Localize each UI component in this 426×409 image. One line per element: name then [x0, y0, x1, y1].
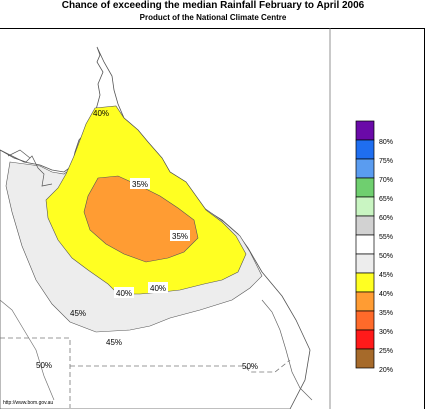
- legend-swatch: [355, 272, 375, 293]
- legend-swatch: [355, 177, 375, 198]
- legend-swatch: [355, 329, 375, 350]
- legend-label: 80%: [379, 139, 393, 146]
- legend-label: 25%: [379, 348, 393, 355]
- map-label-se-corner: 50%: [242, 362, 258, 371]
- map-subtitle: Product of the National Climate Centre: [139, 13, 287, 22]
- legend: 80% 75% 70% 65% 60% 55% 50% 45% 40% 35% 30% 25% 20%: [355, 120, 393, 374]
- map-label-bg: [114, 287, 134, 298]
- gulf-coastline: [0, 149, 53, 187]
- map-label-south-right: 40%: [150, 284, 166, 293]
- map-label-inner-east: 35%: [172, 232, 188, 241]
- legend-label: 45%: [379, 272, 393, 279]
- legend-label: 65%: [379, 196, 393, 203]
- source-url: http://www.bom.gov.au: [3, 400, 54, 406]
- legend-swatch: [355, 215, 375, 236]
- legend-label: 60%: [379, 215, 393, 222]
- map-frame: [0, 28, 425, 409]
- legend-swatch: [355, 291, 375, 312]
- sw-coastline: [0, 299, 55, 401]
- legend-swatch: [355, 234, 375, 255]
- map-label-bg: [148, 282, 168, 293]
- legend-label: 35%: [379, 310, 393, 317]
- legend-label: 30%: [379, 329, 393, 336]
- legend-label: 40%: [379, 291, 393, 298]
- legend-swatch: [355, 310, 375, 331]
- legend-swatch: [355, 348, 375, 369]
- legend-swatch: [355, 196, 375, 217]
- map-label-bg: [170, 230, 190, 241]
- legend-swatch: [355, 120, 375, 141]
- map-label-south-left: 40%: [116, 289, 132, 298]
- map-label-bg: [130, 178, 150, 189]
- legend-swatch: [355, 139, 375, 160]
- map-title: Chance of exceeding the median Rainfall …: [61, 0, 365, 11]
- legend-swatch: [355, 253, 375, 274]
- map-label-cape-top: 40%: [93, 109, 109, 118]
- map-label-sw-corner: 50%: [36, 361, 52, 370]
- map-label-outer-south: 45%: [106, 338, 122, 347]
- state-border: [0, 337, 291, 408]
- map-label-outer-west: 45%: [70, 309, 86, 318]
- legend-label: 55%: [379, 234, 393, 241]
- legend-label: 75%: [379, 158, 393, 165]
- zone-35-percent: [83, 175, 199, 263]
- legend-label: 20%: [379, 367, 393, 374]
- map-label-inner-north: 35%: [132, 180, 148, 189]
- legend-label: 50%: [379, 253, 393, 260]
- south-coastline: [261, 28, 331, 409]
- legend-label: 70%: [379, 177, 393, 184]
- legend-swatch: [355, 158, 375, 179]
